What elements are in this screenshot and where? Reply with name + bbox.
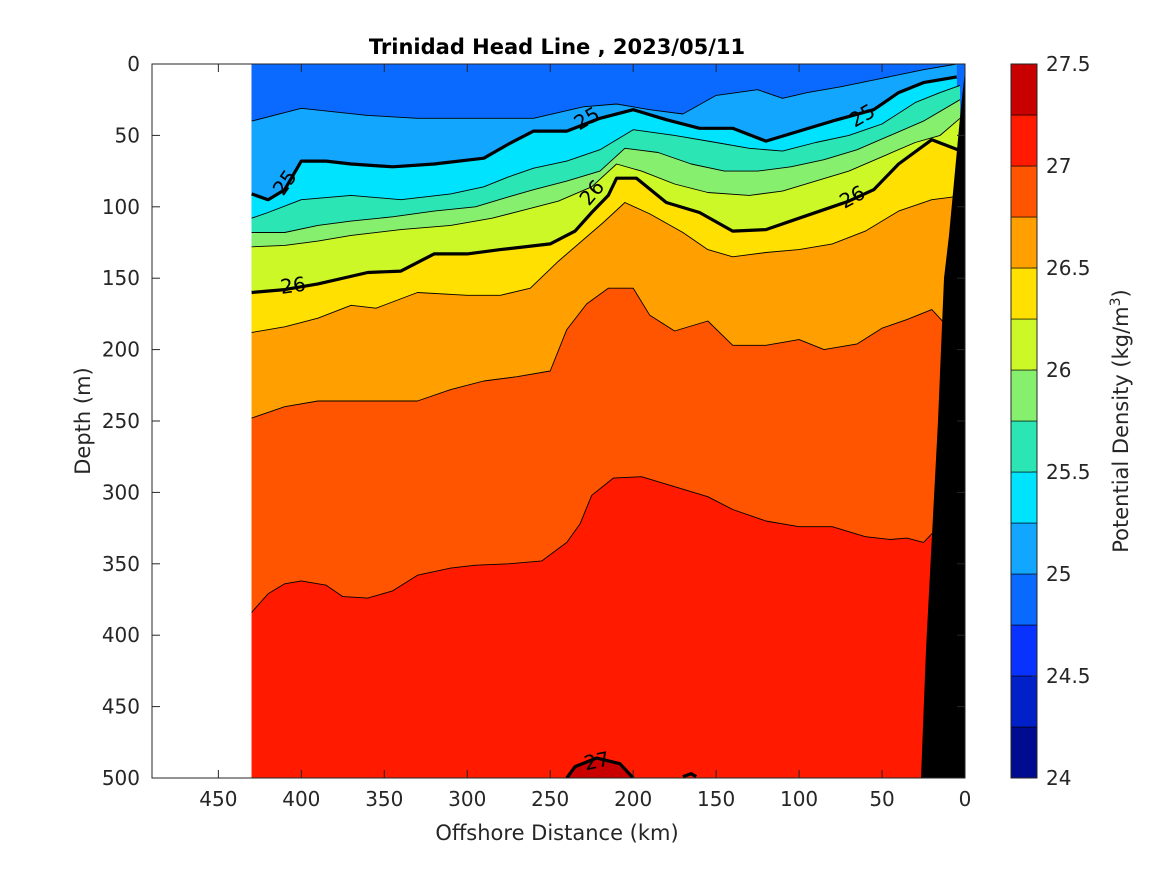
contour-label-text-3: 26 (279, 272, 308, 299)
y-axis-label: Depth (m) (71, 367, 95, 474)
y-tick-label-6: 300 (102, 480, 140, 504)
contour-fragment-0 (682, 771, 698, 778)
colorbar-swatch-1 (1010, 675, 1038, 728)
colorbar-swatch-11 (1010, 165, 1038, 218)
colorbar-swatch-2 (1010, 624, 1038, 677)
x-tick-label-1: 400 (282, 787, 320, 811)
colorbar-tick-label-2: 25 (1046, 562, 1071, 586)
colorbar-tick-label-4: 26 (1046, 358, 1071, 382)
y-tick-label-7: 350 (102, 552, 140, 576)
x-axis-label: Offshore Distance (km) (435, 821, 678, 845)
contour-line-1 (251, 64, 957, 122)
colorbar-tick-label-6: 27 (1046, 154, 1071, 178)
y-tick-label-9: 450 (102, 695, 140, 719)
contour-line-3 (251, 84, 961, 219)
y-tick-label-0: 0 (127, 52, 140, 76)
contour-line-10 (565, 756, 635, 778)
y-tick-label-4: 200 (102, 338, 140, 362)
contour-line-2 (251, 75, 957, 202)
chart-title: Trinidad Head Line , 2023/05/11 (369, 35, 745, 59)
y-tick-label-8: 400 (102, 623, 140, 647)
colorbar-swatch-7 (1010, 369, 1038, 422)
contour-line-6 (251, 138, 965, 295)
colorbar-tick-label-3: 25.5 (1046, 460, 1091, 484)
colorbar-swatch-6 (1010, 420, 1038, 473)
x-tick-label-3: 300 (448, 787, 486, 811)
x-tick-label-7: 100 (780, 787, 818, 811)
x-tick-label-2: 350 (365, 787, 403, 811)
x-tick-label-4: 250 (531, 787, 569, 811)
x-tick-label-6: 150 (697, 787, 735, 811)
colorbar-swatch-8 (1010, 318, 1038, 371)
contour-line-5 (251, 117, 961, 248)
contour-label-6: 27 (582, 747, 612, 776)
y-tick-label-5: 250 (102, 409, 140, 433)
colorbar-tick-label-1: 24.5 (1046, 664, 1091, 688)
colorbar-frame (1010, 63, 1038, 779)
colorbar-swatch-5 (1010, 471, 1038, 524)
colorbar-tick-label-7: 27.5 (1046, 52, 1091, 76)
colorbar-swatch-10 (1010, 216, 1038, 269)
colorbar (1010, 63, 1038, 779)
y-axis-ticks: 0 50 100 150 200 250 300 350 400 450 500 (102, 52, 965, 790)
colorbar-ticks: 24 24.5 25 25.5 26 26.5 27 27.5 (1032, 52, 1091, 790)
colorbar-swatch-4 (1010, 522, 1038, 575)
y-tick-label-10: 500 (102, 766, 140, 790)
contour-line-9 (251, 476, 965, 613)
x-tick-label-5: 200 (614, 787, 652, 811)
x-tick-label-9: 0 (959, 787, 972, 811)
contour-label-3: 26 (279, 272, 308, 299)
contour-line-8 (251, 287, 965, 419)
x-axis-ticks: 450 400 350 300 250 200 150 100 50 0 (199, 64, 971, 811)
colorbar-tick-label-0: 24 (1046, 766, 1071, 790)
colorbar-tick-label-5: 26.5 (1046, 256, 1091, 280)
colorbar-swatch-13 (1010, 63, 1038, 116)
y-tick-label-1: 50 (115, 123, 140, 147)
colorbar-swatch-0 (1010, 726, 1038, 779)
x-tick-label-0: 450 (199, 787, 237, 811)
contour-lines (251, 64, 965, 778)
density-fill-9 (251, 476, 965, 778)
y-tick-label-3: 150 (102, 266, 140, 290)
colorbar-swatch-12 (1010, 114, 1038, 167)
bathymetry-seafloor (921, 71, 965, 779)
colorbar-swatch-3 (1010, 573, 1038, 626)
contour-line-4 (251, 99, 961, 233)
colorbar-label: Potential Density (kg/m3) (1108, 289, 1133, 553)
contour-line-7 (251, 194, 965, 333)
contour-label-text-6: 27 (582, 747, 612, 776)
y-tick-label-2: 100 (102, 195, 140, 219)
density-fill-layers (251, 64, 965, 778)
colorbar-swatch-9 (1010, 267, 1038, 320)
x-tick-label-8: 50 (869, 787, 894, 811)
